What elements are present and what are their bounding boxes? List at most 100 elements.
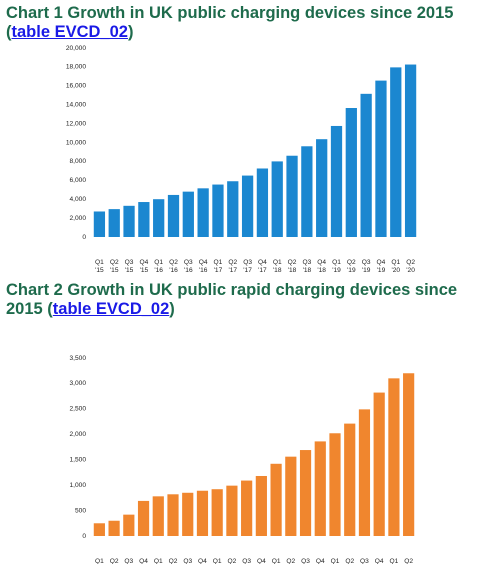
y-tick-label: 10,000 xyxy=(66,139,87,146)
table-link[interactable]: table EVCD_02 xyxy=(11,23,128,41)
x-tick-label: Q3'15 xyxy=(124,558,133,564)
x-tick-label: Q1'16 xyxy=(154,259,163,274)
x-tick-label: Q2'20 xyxy=(404,558,413,564)
y-tick-label: 2,000 xyxy=(69,431,86,438)
bar xyxy=(137,500,150,536)
bar xyxy=(197,188,209,237)
chart: 0 500 1,000 1,500 2,000 2,500 3,000 3,500 Q1'15 Q… xyxy=(69,355,415,564)
bar xyxy=(373,392,385,536)
bar xyxy=(123,514,135,536)
y-tick-label: 1,500 xyxy=(69,456,86,463)
bar xyxy=(330,125,343,237)
y-tick-label: 16,000 xyxy=(66,83,87,90)
bar xyxy=(152,496,164,536)
title-end: ) xyxy=(169,300,175,318)
x-tick-label: Q3'18 xyxy=(301,558,310,564)
bar xyxy=(182,191,194,237)
y-tick-label: 18,000 xyxy=(66,64,87,71)
y-tick-label: 20,000 xyxy=(66,45,87,52)
bar xyxy=(286,155,298,237)
bar xyxy=(167,494,179,536)
x-tick-label: Q1'15 xyxy=(95,558,104,564)
x-tick-label: Q2'19 xyxy=(345,558,354,564)
chart-title: Chart 1 Growth in UK public charging dev… xyxy=(6,4,496,42)
y-tick-label: 0 xyxy=(82,234,86,241)
x-tick-label: Q4'15 xyxy=(139,259,148,274)
x-tick-label: Q1'20 xyxy=(391,259,400,274)
x-tick-label: Q4'19 xyxy=(377,259,386,274)
x-tick-label: Q4'16 xyxy=(199,259,208,274)
bar xyxy=(123,205,135,237)
bar xyxy=(316,139,328,237)
bar xyxy=(153,199,165,237)
x-tick-label: Q4'19 xyxy=(375,558,384,564)
bar xyxy=(212,184,224,237)
bar xyxy=(241,480,253,536)
bar xyxy=(345,108,357,237)
bar xyxy=(255,475,267,536)
x-tick-label: Q2'18 xyxy=(286,558,295,564)
x-tick-label: Q2'18 xyxy=(288,259,297,274)
y-tick-label: 2,500 xyxy=(69,406,86,413)
bar xyxy=(108,209,120,237)
x-tick-label: Q1'16 xyxy=(154,558,163,564)
x-tick-label: Q1'19 xyxy=(332,259,341,274)
x-tick-label: Q2'16 xyxy=(169,259,178,274)
x-tick-label: Q2'16 xyxy=(169,558,178,564)
x-tick-label: Q3'16 xyxy=(184,259,193,274)
x-tick-label: Q2'15 xyxy=(110,259,119,274)
x-tick-label: Q4'16 xyxy=(198,558,207,564)
y-tick-label: 2,000 xyxy=(69,215,86,222)
y-tick-label: 3,500 xyxy=(69,355,86,362)
y-tick-label: 4,000 xyxy=(69,196,86,203)
x-tick-label: Q4'17 xyxy=(257,558,266,564)
bar xyxy=(390,67,402,237)
x-tick-label: Q1'20 xyxy=(390,558,399,564)
x-tick-label: Q3'19 xyxy=(360,558,369,564)
title-text: Chart 2 Growth in UK public rapid chargi… xyxy=(6,281,458,318)
bar xyxy=(270,463,282,536)
bar xyxy=(329,433,341,536)
x-tick-label: Q4'17 xyxy=(258,259,267,274)
x-tick-label: Q2'15 xyxy=(110,558,119,564)
y-tick-label: 8,000 xyxy=(69,158,86,165)
x-tick-label: Q4'18 xyxy=(316,558,325,564)
bar xyxy=(211,489,223,536)
bar xyxy=(167,194,180,237)
x-tick-label: Q2'17 xyxy=(228,259,237,274)
bar xyxy=(299,450,312,536)
bar xyxy=(196,490,209,536)
x-tick-label: Q2'17 xyxy=(228,558,237,564)
x-tick-label: Q3'18 xyxy=(302,259,311,274)
bar xyxy=(93,211,106,237)
x-tick-label: Q1'18 xyxy=(273,259,282,274)
x-tick-label: Q1'17 xyxy=(213,558,222,564)
x-tick-label: Q1'15 xyxy=(95,259,104,274)
bar xyxy=(358,409,371,536)
bar xyxy=(375,80,387,237)
bar xyxy=(108,520,120,536)
x-tick-label: Q4'18 xyxy=(317,259,326,274)
table-link[interactable]: table EVCD_02 xyxy=(52,300,170,318)
bar xyxy=(226,485,238,536)
y-tick-label: 12,000 xyxy=(66,120,87,127)
x-tick-label: Q1'17 xyxy=(214,259,223,274)
y-tick-label: 500 xyxy=(75,507,86,514)
x-tick-label: Q3'16 xyxy=(183,558,192,564)
x-tick-label: Q2'20 xyxy=(406,259,415,274)
x-tick-label: Q3'19 xyxy=(362,259,371,274)
y-tick-label: 1,000 xyxy=(69,482,86,489)
title-text: Chart 1 Growth in UK public charging dev… xyxy=(6,4,454,41)
x-tick-label: Q1'18 xyxy=(272,558,281,564)
bar xyxy=(404,64,417,237)
bar xyxy=(256,168,269,237)
bar xyxy=(360,93,372,237)
x-tick-label: Q1'19 xyxy=(331,558,340,564)
x-tick-label: Q3'15 xyxy=(125,259,134,274)
bar xyxy=(344,423,356,536)
bar xyxy=(285,456,297,536)
x-tick-label: Q3'17 xyxy=(243,259,252,274)
bar xyxy=(241,175,254,237)
chart: 0 2,000 4,000 6,000 8,000 10,000 12,000 14,000 1… xyxy=(66,45,417,274)
